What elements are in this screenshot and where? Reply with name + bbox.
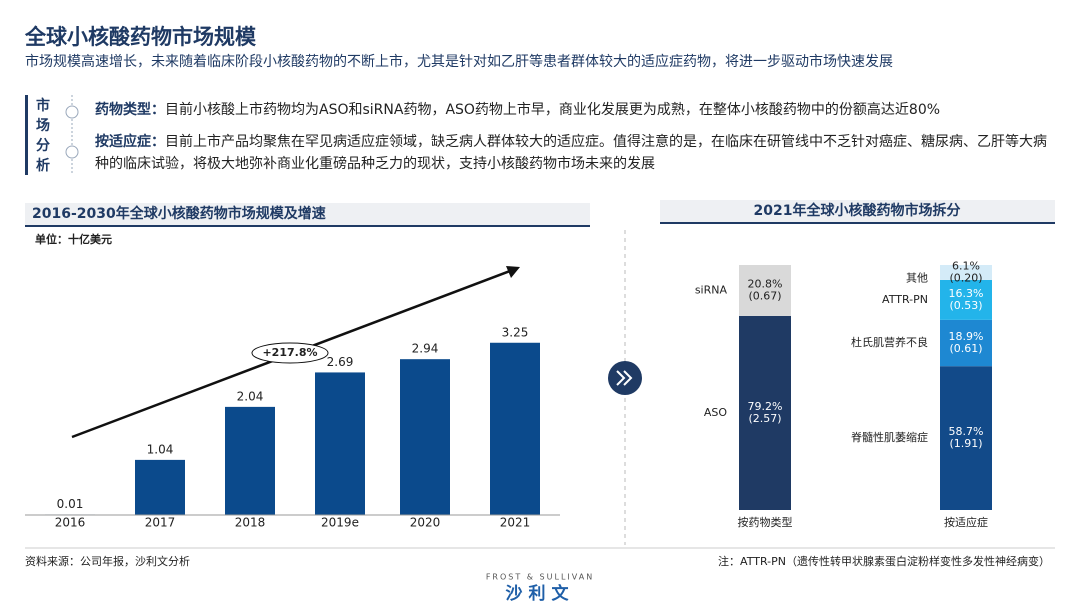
item-heading: 按适应症： <box>95 134 165 150</box>
x-tick-label: 按药物类型 <box>738 515 793 529</box>
value-label: 20.8% <box>748 277 783 290</box>
x-tick-label: 2021 <box>500 516 531 530</box>
segment <box>739 265 791 316</box>
segment <box>940 265 992 280</box>
value-label: 2.94 <box>412 342 439 356</box>
amount-label: (2.57) <box>748 412 781 425</box>
value-label: 2.04 <box>237 389 264 403</box>
analysis-item: 按适应症：目前上市产品均聚焦在罕见病适应症领域，缺乏病人群体较大的适应症。值得注… <box>95 131 1055 175</box>
value-label: 58.7% <box>949 425 984 438</box>
unit: 单位：十亿美元 <box>35 232 112 246</box>
value-label: 79.2% <box>748 400 783 413</box>
header-band <box>25 203 590 225</box>
legend-label: ASO <box>704 406 728 419</box>
x-tick-label: 2019e <box>321 516 359 530</box>
bar <box>400 359 450 515</box>
amount-label: (0.53) <box>949 299 982 312</box>
legend-label: 脊髓性肌萎缩症 <box>851 430 928 444</box>
title: 全球小核酸药物市场规模 <box>24 25 257 49</box>
x-tick-label: 按适应症 <box>944 515 988 529</box>
legend-label: ATTR-PN <box>882 293 928 306</box>
source: 资料来源：公司年报，沙利文分析 <box>25 554 190 568</box>
bullet <box>65 105 79 119</box>
bar <box>490 342 540 515</box>
bar <box>135 459 185 515</box>
bar <box>315 372 365 515</box>
amount-label: (0.20) <box>949 271 982 284</box>
header-band <box>660 200 1055 222</box>
subtitle: 市场规模高速增长，未来随着临床阶段小核酸药物的不断上市，尤其是针对如乙肝等患者群… <box>25 53 893 70</box>
segment <box>940 319 992 367</box>
amount-label: (0.67) <box>748 289 781 302</box>
amount-label: (0.61) <box>949 342 982 355</box>
trend-arrowhead <box>506 266 520 278</box>
analysis-item: 药物类型：目前小核酸上市药物均为ASO和siRNA药物，ASO药物上市早，商业化… <box>95 99 1055 121</box>
value-label: 1.04 <box>147 442 174 456</box>
value-label: 2.69 <box>327 355 354 369</box>
arrow-icon-chevron <box>616 370 633 386</box>
bullet <box>65 145 79 159</box>
segment <box>739 315 791 510</box>
x-tick-label: 2016 <box>55 516 86 530</box>
legend-label: siRNA <box>695 283 728 296</box>
logo-en: FROST & SULLIVAN <box>486 573 594 582</box>
item-text: 目前上市产品均聚焦在罕见病适应症领域，缺乏病人群体较大的适应症。值得注意的是，在… <box>95 134 1047 172</box>
note: 注：ATTR-PN（遗传性转甲状腺素蛋白淀粉样变性多发性神经病变） <box>718 554 1050 568</box>
value-label: 18.9% <box>949 330 984 343</box>
x-tick-label: 2017 <box>145 516 176 530</box>
bar <box>225 406 275 515</box>
logo: 沙利文 <box>506 583 575 604</box>
segment <box>940 279 992 320</box>
legend-label: 杜氏肌营养不良 <box>851 335 928 349</box>
growth-ellipse <box>251 342 329 364</box>
value-label: 16.3% <box>949 287 984 300</box>
value-label: 6.1% <box>952 259 980 272</box>
chart-title: 2021年全球小核酸药物市场拆分 <box>754 202 961 219</box>
amount-label: (1.91) <box>949 437 982 450</box>
item-heading: 药物类型： <box>95 102 165 118</box>
legend-label: 其他 <box>906 271 928 284</box>
value-label: 3.25 <box>502 325 529 339</box>
analysis-bar <box>25 95 28 175</box>
chart-title: 2016-2030年全球小核酸药物市场规模及增速 <box>32 205 326 222</box>
x-tick-label: 2020 <box>410 516 441 530</box>
annotation: +217.8% <box>262 346 317 359</box>
segment <box>940 366 992 510</box>
analysis-label: 市场分析 <box>36 98 50 174</box>
item-text: 目前小核酸上市药物均为ASO和siRNA药物，ASO药物上市早，商业化发展更为成… <box>165 102 941 118</box>
value-label: 0.01 <box>57 497 84 511</box>
x-tick-label: 2018 <box>235 516 266 530</box>
